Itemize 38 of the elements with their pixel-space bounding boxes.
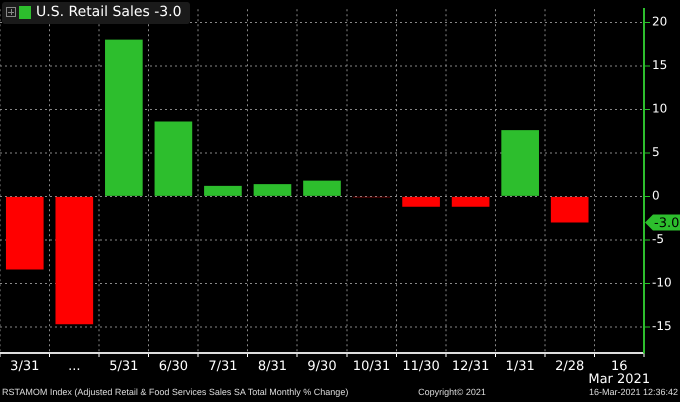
y-tick-label: 20 [652, 14, 668, 28]
x-tick-label: 9/30 [307, 359, 337, 374]
bar [204, 186, 242, 196]
x-tick-label: 1/31 [506, 359, 535, 374]
x-tick-label: 12/31 [452, 359, 490, 374]
bar [105, 40, 143, 196]
y-tick-label: 10 [652, 101, 668, 116]
x-axis-title: Mar 2021 [588, 372, 650, 387]
x-tick-label: 7/31 [208, 359, 238, 374]
legend-label: U.S. Retail Sales -3.0 [36, 4, 182, 20]
y-tick-label: -5 [652, 232, 664, 246]
y-tick-label: 15 [652, 58, 668, 72]
text: -3.0 [654, 216, 680, 231]
y-tick-label: 0 [652, 188, 660, 202]
x-tick-label: 10/31 [352, 359, 390, 374]
bar [501, 130, 539, 196]
x-tick-label: ... [68, 359, 81, 374]
bar [6, 196, 44, 270]
y-tick-label: -15 [652, 319, 672, 334]
bar [303, 180, 341, 196]
y-tick-label: -10 [652, 275, 672, 290]
x-tick-label: 11/30 [402, 359, 440, 374]
y-tick-label: 5 [652, 144, 660, 159]
x-tick-label: 5/31 [109, 359, 138, 374]
text: RSTAMOM Index (Adjusted Retail & Food Services Sales SA Total Monthly % Change) [2, 387, 348, 397]
x-tick-label: 8/31 [258, 359, 288, 374]
bar [452, 196, 490, 207]
x-tick-label: 16 [610, 359, 628, 374]
x-tick-label: 3/31 [10, 359, 40, 374]
bar [550, 196, 589, 222]
bar [254, 184, 292, 196]
text: Copyright© 2021 [418, 387, 486, 397]
bar [402, 196, 440, 207]
x-tick-label: 2/28 [555, 359, 584, 374]
text: 16-Mar-2021 12:36:42 [588, 387, 678, 397]
x-tick-label: 6/30 [158, 359, 188, 374]
bar [154, 121, 192, 196]
bar [55, 196, 94, 324]
